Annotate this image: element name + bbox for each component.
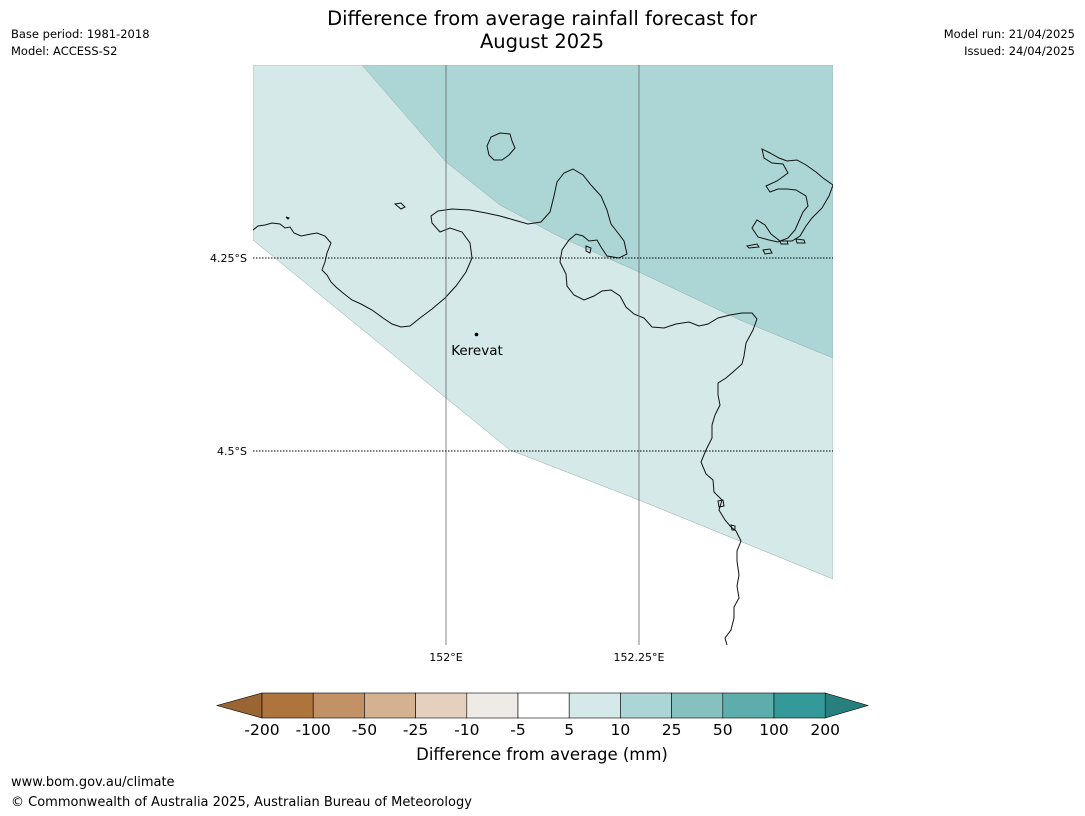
lon-label-152-25: 152.25°E	[614, 651, 665, 664]
colorbar-segment	[312, 692, 365, 719]
colorbar-segment	[722, 692, 775, 719]
colorbar-tick-label: -25	[403, 721, 428, 739]
colorbar-segment	[261, 692, 314, 719]
footer-url[interactable]: www.bom.gov.au/climate	[11, 775, 175, 790]
base-period-text: Base period: 1981-2018	[11, 27, 150, 41]
colorbar-segment	[517, 692, 570, 719]
colorbar: -200 -100 -50 -25 -10 -5 5 10 25 50 100 200	[215, 692, 870, 739]
meta-right: Model run: 21/04/2025 Issued: 24/04/2025	[944, 26, 1075, 60]
coastline-islet-e	[779, 240, 789, 245]
colorbar-title: Difference from average (mm)	[416, 745, 668, 764]
colorbar-tick-label: 200	[810, 721, 840, 739]
lat-label-4-5: 4.5°S	[217, 445, 247, 458]
colorbar-segment	[466, 692, 519, 719]
coastline-islet-i	[585, 245, 592, 254]
lon-label-152: 152°E	[429, 651, 462, 664]
coastline-islet-d	[762, 248, 773, 255]
colorbar-segment	[773, 692, 826, 719]
colorbar-under-arrow	[215, 692, 263, 719]
colorbar-segment	[671, 692, 724, 719]
colorbar-segment	[568, 692, 621, 719]
colorbar-tick-label: -10	[454, 721, 479, 739]
colorbar-tick-label: 10	[611, 721, 631, 739]
issued-text: Issued: 24/04/2025	[964, 44, 1075, 58]
coastline-main	[253, 168, 758, 645]
colorbar-tick-label: 25	[662, 721, 682, 739]
colorbar-over-arrow	[824, 692, 870, 719]
coastline-islet-h	[730, 524, 736, 531]
map-panel: Kerevat	[253, 65, 833, 645]
coastline-islet-f	[795, 238, 806, 244]
model-text: Model: ACCESS-S2	[11, 44, 118, 58]
colorbar-tick-label: -50	[352, 721, 377, 739]
model-run-text: Model run: 21/04/2025	[943, 27, 1075, 41]
colorbar-segment	[364, 692, 416, 719]
footer-copyright: © Commonwealth of Australia 2025, Austra…	[11, 795, 472, 810]
colorbar-tick-label: 100	[759, 721, 789, 739]
colorbar-segment	[620, 692, 672, 719]
title-line-2: August 2025	[479, 30, 605, 53]
coastline-islet-c	[745, 243, 760, 249]
coastline-duke-of-york	[486, 132, 516, 161]
colorbar-tick-label: 50	[713, 721, 733, 739]
colorbar-segment	[415, 692, 468, 719]
kerevat-label: Kerevat	[451, 343, 503, 359]
graticule	[253, 65, 833, 645]
coastline-islet-g	[717, 499, 725, 508]
coastline-islet-a	[393, 202, 406, 210]
kerevat-marker	[474, 332, 479, 337]
colorbar-tick-label: -200	[244, 721, 279, 739]
coastline	[253, 132, 833, 645]
colorbar-tick-label: -5	[510, 721, 525, 739]
colorbar-tick-label: 5	[564, 721, 574, 739]
map-title: Difference from average rainfall forecas…	[242, 7, 842, 53]
colorbar-tick-label: -100	[296, 721, 331, 739]
lat-label-4-25: 4.25°S	[210, 252, 247, 265]
meta-left: Base period: 1981-2018 Model: ACCESS-S2	[11, 26, 150, 60]
graticule-labels: 4.25°S 4.5°S 152°E 152.25°E	[210, 252, 664, 664]
coastline-islet-b	[285, 216, 290, 220]
title-line-1: Difference from average rainfall forecas…	[327, 7, 757, 30]
